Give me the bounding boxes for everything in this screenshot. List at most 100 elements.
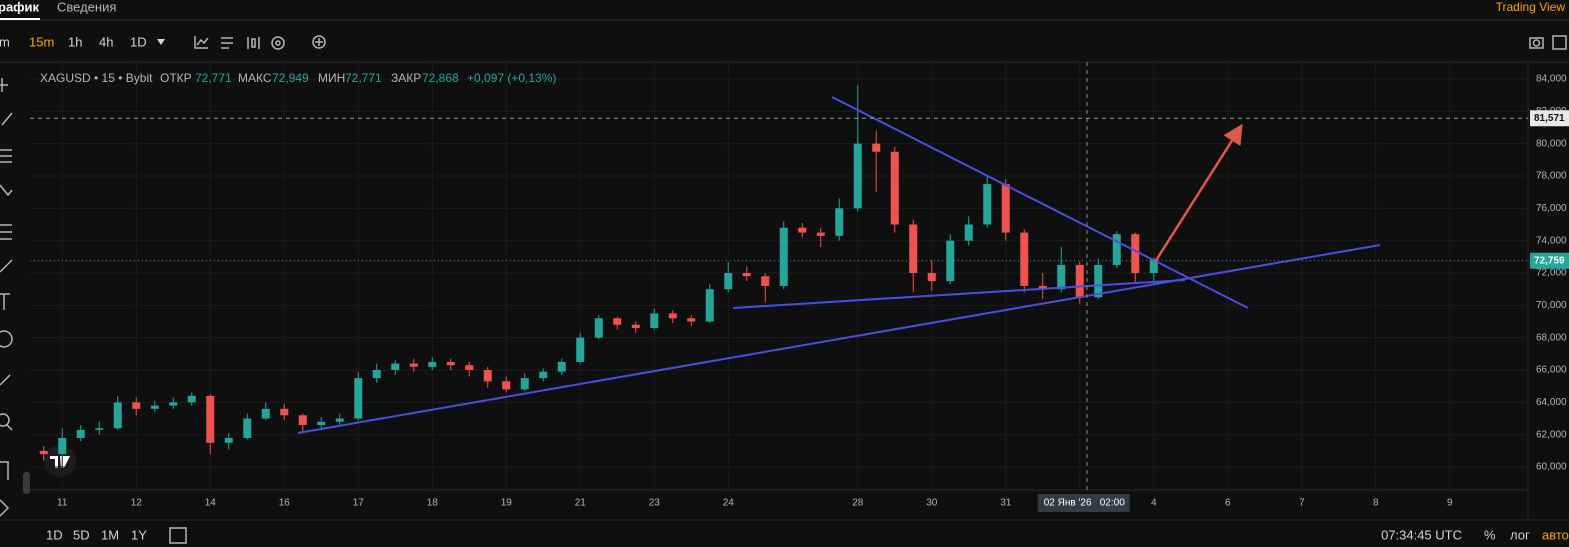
candle-body [1131,234,1140,274]
candle-body [39,450,48,455]
x-tick-label: 8 [1373,498,1379,509]
candle-body [372,370,381,379]
range[interactable]: 1M [101,527,119,542]
tab[interactable]: Сведения [57,0,116,14]
legend-change: +0,097 (+0,13%) [467,71,556,85]
scale-button[interactable]: лог [1510,527,1530,542]
candle-body [1057,264,1066,290]
x-tick-label: 28 [852,498,864,509]
interval[interactable]: 1D [130,34,147,49]
x-tick-label: 31 [1000,498,1012,509]
candle-body [113,402,122,429]
candle-body [890,151,899,225]
candle-body [964,224,973,241]
x-tick-label: 30 [926,498,938,509]
candle-body [335,418,344,422]
dropdown[interactable] [157,39,165,45]
x-tick-label: 24 [723,498,735,509]
scale-button[interactable]: % [1484,527,1496,542]
candle-body [724,273,733,290]
candle-body [705,289,714,322]
candles [39,85,1158,461]
left-toolbar[interactable] [0,78,13,517]
candle-body [1001,184,1010,233]
candle-body [557,361,566,372]
y-tick-label: 68,000 [1536,332,1567,343]
y-tick-label: 72,000 [1536,268,1567,279]
candle-body [76,429,85,438]
candle-body [261,408,270,419]
y-tick-label: 60,000 [1536,462,1567,473]
x-tick-label: 11 [57,498,68,509]
candle-body [1075,264,1084,298]
legend-value: 72,771 [345,71,382,85]
x-tick-label: 19 [501,498,513,509]
candle-body [687,318,696,322]
legend-symbol: XAGUSD • 15 • Bybit [40,71,153,85]
candle-body [206,395,215,443]
trendline [297,244,1381,434]
x-tick-label: 23 [649,498,661,509]
y-tick-label: 70,000 [1536,300,1567,311]
crosshair-time-box [1037,494,1130,512]
y-tick-label: 62,000 [1536,429,1567,440]
legend-label: МАКС [238,71,272,85]
candle-body [243,418,252,438]
candle-body [1149,258,1158,274]
candle-body [187,395,196,403]
candle-body [354,378,363,419]
candle-body [520,378,529,390]
interval[interactable]: 4h [99,34,113,49]
x-tick-label: 21 [575,498,587,509]
crosshair-price-box [1530,110,1569,127]
range[interactable]: 1D [46,527,63,542]
scale-button[interactable]: авто [1542,527,1569,542]
interval[interactable]: 15m [29,34,54,49]
x-tick-label: 4 [1151,498,1157,509]
candle-body [613,318,622,325]
candle-body [816,232,825,236]
calendar-icon[interactable] [169,527,187,544]
candle-body [95,428,104,430]
toolbar-toggle[interactable] [23,472,30,494]
candle-body [1038,285,1047,290]
candle-body [539,371,548,379]
crosshair-time: 02:00 [1100,498,1125,509]
candle-body [132,402,141,409]
grid: 60,000 62,000 64,000 66,000 68,000 70,000 72,0… [30,62,1567,490]
range[interactable]: 5D [73,527,90,542]
candle-body [502,381,511,390]
y-tick-label: 84,000 [1536,74,1567,85]
x-tick-label: 9 [1447,498,1453,509]
y-tick-label: 76,000 [1536,203,1567,214]
candle-body [983,184,992,225]
candle-body [391,363,400,371]
candle-body [742,273,751,277]
candle-body [835,208,844,236]
candle-body [1094,264,1103,298]
overlay: 11 12 14 16 17 18 19 21 23 24 28 30 31 02 Янв '26 02:0… [30,110,1569,512]
x-tick-label: 17 [353,498,365,509]
tab[interactable]: рафик [0,0,40,14]
brand[interactable]: Trading View [1496,0,1566,14]
range[interactable]: 1Y [131,527,147,542]
crosshair-price-label: 81,571 [1534,113,1565,124]
candle-body [668,313,677,319]
y-tick-label: 78,000 [1536,171,1567,182]
candle-body [280,408,289,416]
toolbar-icons[interactable] [194,35,1567,50]
candle-body [483,370,492,382]
arrow [1153,123,1243,263]
candle-body [409,363,418,367]
candle-body [446,361,455,366]
interval[interactable]: 1h [68,34,82,49]
candle-body [631,324,640,328]
drawings [297,62,1381,490]
candle-body [761,276,770,286]
interval[interactable]: m [0,34,10,49]
candle-body [909,224,918,274]
candle-body [298,415,307,425]
legend-label: ЗАКР [391,71,421,85]
candle-body [1020,232,1029,286]
